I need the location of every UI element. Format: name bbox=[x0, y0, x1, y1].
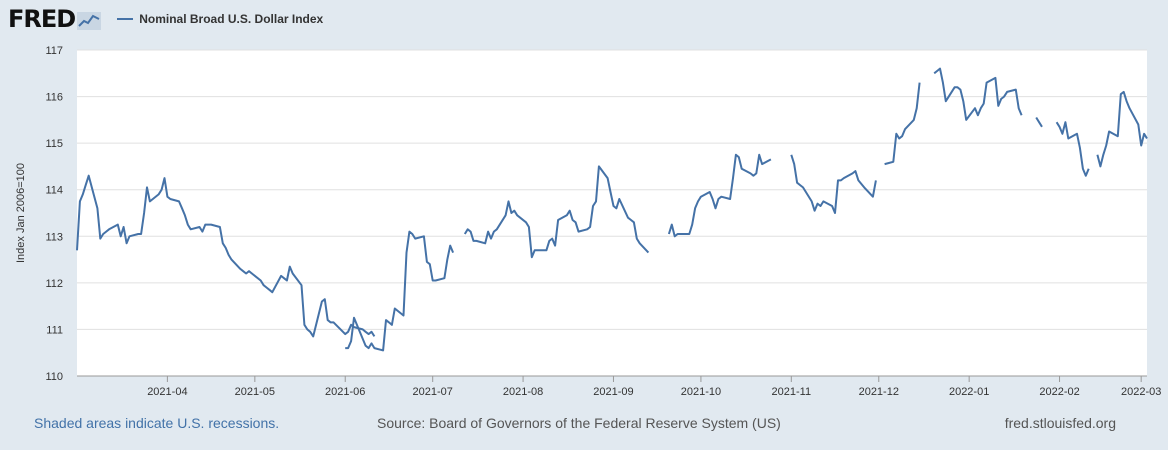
x-tick-label: 2021-12 bbox=[859, 386, 899, 398]
fred-logo[interactable]: FRED bbox=[8, 5, 76, 33]
legend-swatch bbox=[117, 18, 134, 20]
legend-label: Nominal Broad U.S. Dollar Index bbox=[139, 12, 324, 26]
y-tick-label: 113 bbox=[45, 231, 63, 243]
series-line-segment bbox=[1035, 116, 1043, 128]
recession-note-link[interactable]: Shaded areas indicate U.S. recessions. bbox=[34, 415, 280, 431]
y-axis-ticks: 110 111 112 113 114 115 116 117 bbox=[45, 45, 63, 383]
y-tick-label: 114 bbox=[45, 185, 63, 197]
y-tick-label: 116 bbox=[45, 92, 63, 104]
plot-area bbox=[77, 50, 1147, 376]
series-line-segment bbox=[345, 230, 455, 352]
y-tick-label: 117 bbox=[45, 45, 63, 57]
series-line-segment bbox=[463, 165, 650, 259]
x-tick-label: 2021-09 bbox=[593, 386, 633, 398]
series-line-segment bbox=[1096, 90, 1148, 168]
series-line-segment bbox=[1055, 121, 1090, 177]
x-tick-label: 2021-05 bbox=[235, 386, 275, 398]
x-tick-label: 2021-06 bbox=[325, 386, 365, 398]
series-line-segment bbox=[884, 82, 921, 166]
site-link[interactable]: fred.stlouisfed.org bbox=[1004, 415, 1116, 431]
chart-header: FRED Nominal Broad U.S. Dollar Index bbox=[8, 4, 323, 34]
x-tick-label: 2021-08 bbox=[503, 386, 543, 398]
y-axis-label: Index Jan 2006=100 bbox=[15, 163, 27, 263]
series-line-segment bbox=[76, 174, 376, 338]
x-tick-label: 2021-11 bbox=[772, 386, 812, 398]
series-lines bbox=[76, 67, 1148, 352]
x-axis-ticks: 2021-04 2021-05 2021-06 2021-07 2021-08 2021-… bbox=[77, 375, 1161, 398]
series-line-segment bbox=[667, 153, 772, 238]
x-tick-label: 2021-07 bbox=[413, 386, 453, 398]
y-tick-label: 110 bbox=[45, 371, 63, 383]
x-tick-label: 2021-10 bbox=[681, 386, 721, 398]
series-line-segment bbox=[933, 67, 1023, 121]
fred-logo-graph-icon bbox=[77, 12, 102, 30]
legend: Nominal Broad U.S. Dollar Index bbox=[117, 12, 323, 26]
series-line-segment bbox=[790, 154, 877, 214]
x-tick-label: 2022-03 bbox=[1121, 386, 1161, 398]
y-tick-label: 112 bbox=[45, 278, 63, 290]
y-tick-label: 115 bbox=[45, 138, 63, 150]
x-tick-label: 2022-02 bbox=[1039, 386, 1079, 398]
source-note: Source: Board of Governors of the Federa… bbox=[377, 415, 781, 431]
y-tick-label: 111 bbox=[46, 324, 63, 336]
x-tick-label: 2022-01 bbox=[949, 386, 989, 398]
x-tick-label: 2021-04 bbox=[147, 386, 187, 398]
